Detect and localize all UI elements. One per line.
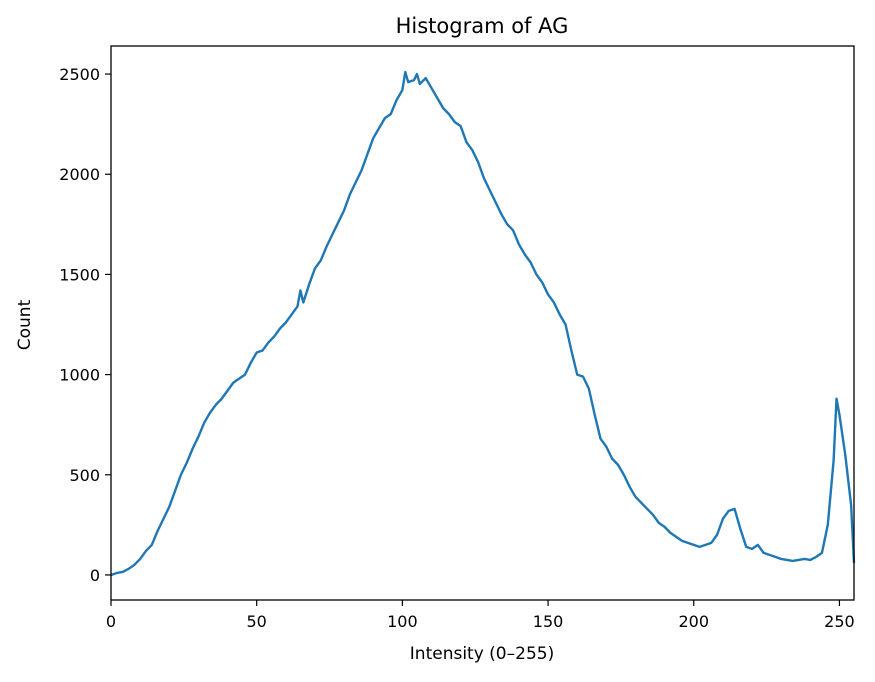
y-tick-label: 1500 bbox=[59, 265, 100, 284]
y-axis-label: Count bbox=[15, 299, 35, 350]
y-tick-label: 2000 bbox=[59, 165, 100, 184]
y-tick-label: 0 bbox=[90, 566, 100, 585]
x-axis-label: Intensity (0–255) bbox=[410, 644, 554, 664]
series-layer bbox=[110, 70, 856, 577]
x-tick-label: 150 bbox=[533, 612, 564, 631]
x-tick-label: 250 bbox=[824, 612, 855, 631]
series-line bbox=[110, 70, 856, 577]
y-tick-label: 1000 bbox=[59, 366, 100, 385]
x-tick-label: 50 bbox=[247, 612, 267, 631]
x-tick-label: 200 bbox=[678, 612, 709, 631]
chart-title: Histogram of AG bbox=[396, 14, 569, 38]
y-tick-label: 500 bbox=[69, 466, 100, 485]
y-tick-label: 2500 bbox=[59, 65, 100, 84]
plot-area-frame bbox=[110, 45, 855, 601]
x-tick-label: 100 bbox=[387, 612, 418, 631]
x-tick-label: 0 bbox=[106, 612, 116, 631]
